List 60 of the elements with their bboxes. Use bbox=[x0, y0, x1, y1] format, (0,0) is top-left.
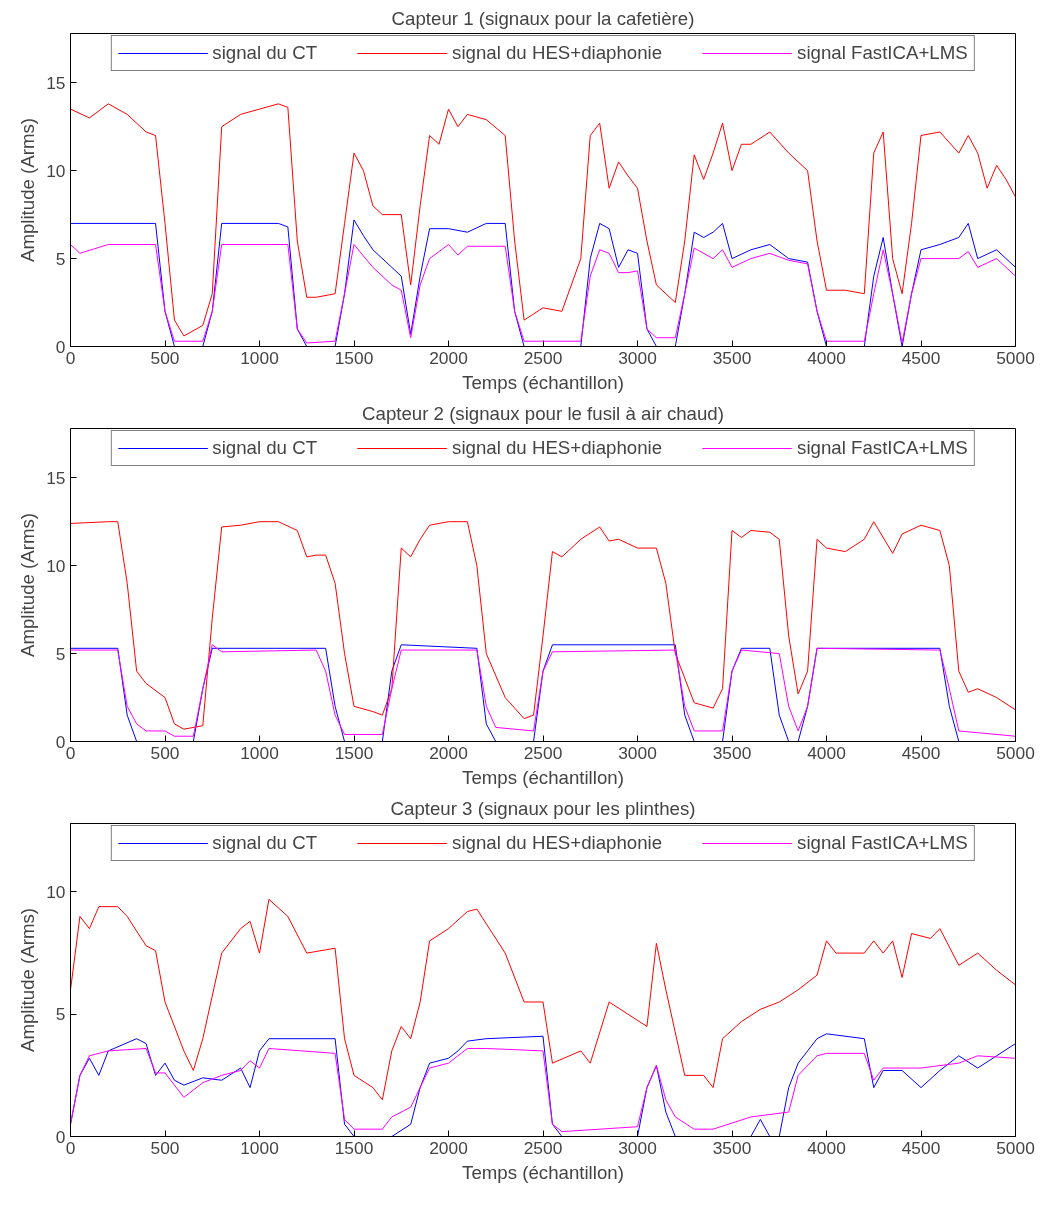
x-axis-title: Temps (échantillon) bbox=[462, 766, 624, 788]
y-axis-title: Amplitude (Arms) bbox=[17, 512, 39, 658]
chart-title: Capteur 3 (signaux pour les plinthes) bbox=[390, 797, 696, 819]
y-tick-label: 10 bbox=[46, 555, 66, 576]
x-tick-label: 1000 bbox=[240, 1137, 279, 1158]
y-axis-title: Amplitude (Arms) bbox=[17, 907, 39, 1053]
x-tick-label: 2500 bbox=[523, 347, 563, 368]
chart-title: Capteur 1 (signaux pour la cafetière) bbox=[391, 7, 695, 29]
x-tick-label: 5000 bbox=[996, 347, 1035, 368]
x-tick-label: 1500 bbox=[334, 1137, 374, 1158]
legend-label: signal FastICA+LMS bbox=[797, 42, 968, 64]
x-tick-label: 3000 bbox=[618, 347, 657, 368]
y-tick-label: 5 bbox=[55, 1004, 66, 1025]
legend-label: signal du CT bbox=[212, 42, 318, 64]
x-tick-label: 4500 bbox=[901, 742, 941, 763]
x-tick-label: 4500 bbox=[901, 1137, 941, 1158]
y-axis-title: Amplitude (Arms) bbox=[17, 117, 39, 263]
legend-label: signal FastICA+LMS bbox=[797, 437, 968, 459]
x-tick-label: 3000 bbox=[618, 742, 657, 763]
x-tick-label: 2000 bbox=[429, 347, 468, 368]
x-tick-label: 2000 bbox=[429, 742, 468, 763]
legend-label: signal FastICA+LMS bbox=[797, 832, 968, 854]
y-tick-label: 10 bbox=[46, 160, 66, 181]
line-series bbox=[70, 898, 1016, 1101]
x-tick-label: 2500 bbox=[523, 1137, 563, 1158]
x-tick-label: 500 bbox=[150, 742, 180, 763]
legend-label: signal du CT bbox=[212, 437, 318, 459]
x-axis-title: Temps (échantillon) bbox=[462, 1161, 624, 1183]
x-tick-label: 4000 bbox=[807, 742, 846, 763]
x-tick-label: 3500 bbox=[712, 742, 752, 763]
line-series bbox=[70, 521, 1016, 730]
y-tick-label: 15 bbox=[46, 72, 66, 93]
x-tick-label: 1500 bbox=[334, 742, 374, 763]
y-tick-label: 5 bbox=[55, 643, 66, 664]
y-tick-label: 15 bbox=[46, 467, 66, 488]
x-tick-label: 4500 bbox=[901, 347, 941, 368]
legend-label: signal du HES+diaphonie bbox=[452, 832, 663, 854]
chart-title: Capteur 2 (signaux pour le fusil à air chaud) bbox=[362, 402, 724, 424]
x-tick-label: 4000 bbox=[807, 1137, 846, 1158]
x-tick-label: 2000 bbox=[429, 1137, 468, 1158]
x-tick-label: 3500 bbox=[712, 347, 752, 368]
legend-label: signal du HES+diaphonie bbox=[452, 437, 663, 459]
x-tick-label: 2500 bbox=[523, 742, 563, 763]
y-tick-label: 5 bbox=[55, 248, 66, 269]
x-tick-label: 1000 bbox=[240, 742, 279, 763]
x-tick-label: 5000 bbox=[996, 1137, 1035, 1158]
y-tick-label: 10 bbox=[46, 881, 66, 902]
x-tick-label: 500 bbox=[150, 1137, 180, 1158]
x-tick-label: 4000 bbox=[807, 347, 846, 368]
x-tick-label: 1500 bbox=[334, 347, 374, 368]
line-series bbox=[70, 1047, 1016, 1133]
x-axis-title: Temps (échantillon) bbox=[462, 371, 624, 393]
line-series bbox=[70, 103, 1016, 337]
x-tick-label: 3500 bbox=[712, 1137, 752, 1158]
x-tick-label: 500 bbox=[150, 347, 180, 368]
legend-label: signal du HES+diaphonie bbox=[452, 42, 663, 64]
x-tick-label: 5000 bbox=[996, 742, 1035, 763]
x-tick-label: 3000 bbox=[618, 1137, 657, 1158]
legend-label: signal du CT bbox=[212, 832, 318, 854]
x-tick-label: 1000 bbox=[240, 347, 279, 368]
